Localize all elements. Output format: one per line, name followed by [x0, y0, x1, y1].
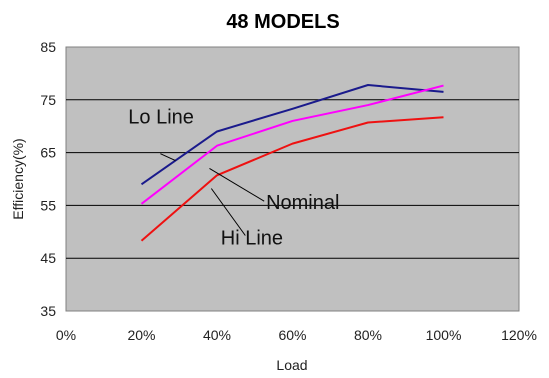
- x-tick-label: 120%: [501, 327, 537, 343]
- series-lines: [140, 84, 444, 242]
- x-tick-label: 0%: [56, 327, 76, 343]
- series-line-lo-line: [140, 84, 444, 186]
- y-tick-label: 55: [40, 197, 56, 213]
- plot-area: [65, 46, 520, 312]
- x-tick-label: 40%: [203, 327, 231, 343]
- y-axis-ticks: 35 45 55 65 75 85: [40, 39, 56, 319]
- pointer-hi-line: [210, 188, 246, 236]
- y-tick-label: 75: [40, 92, 56, 108]
- series-line-hi-line: [140, 116, 444, 242]
- annotation-lo-line: Lo Line: [128, 107, 194, 129]
- x-tick-label: 60%: [278, 327, 306, 343]
- x-tick-label: 80%: [354, 327, 382, 343]
- annotation-nominal: Nominal: [266, 192, 339, 214]
- y-tick-label: 45: [40, 250, 56, 266]
- x-axis-ticks: 0% 20% 40% 60% 80% 100% 120%: [56, 327, 537, 343]
- annotation-pointers: [160, 153, 265, 236]
- chart-title: 48 MODELS: [226, 11, 339, 33]
- x-axis-label: Load: [276, 357, 307, 373]
- annotation-hi-line: Hi Line: [221, 227, 283, 249]
- y-axis-label: Efficiency(%): [10, 138, 26, 219]
- pointer-lo-line: [160, 153, 176, 161]
- x-tick-label: 100%: [426, 327, 462, 343]
- pointer-nominal: [209, 168, 265, 202]
- series-line-nominal: [140, 84, 444, 205]
- gridlines: [66, 99, 519, 259]
- x-tick-label: 20%: [127, 327, 155, 343]
- annotations: Lo Line Nominal Hi Line: [128, 107, 339, 250]
- y-tick-label: 65: [40, 145, 56, 161]
- y-tick-label: 85: [40, 39, 56, 55]
- y-tick-label: 35: [40, 303, 56, 319]
